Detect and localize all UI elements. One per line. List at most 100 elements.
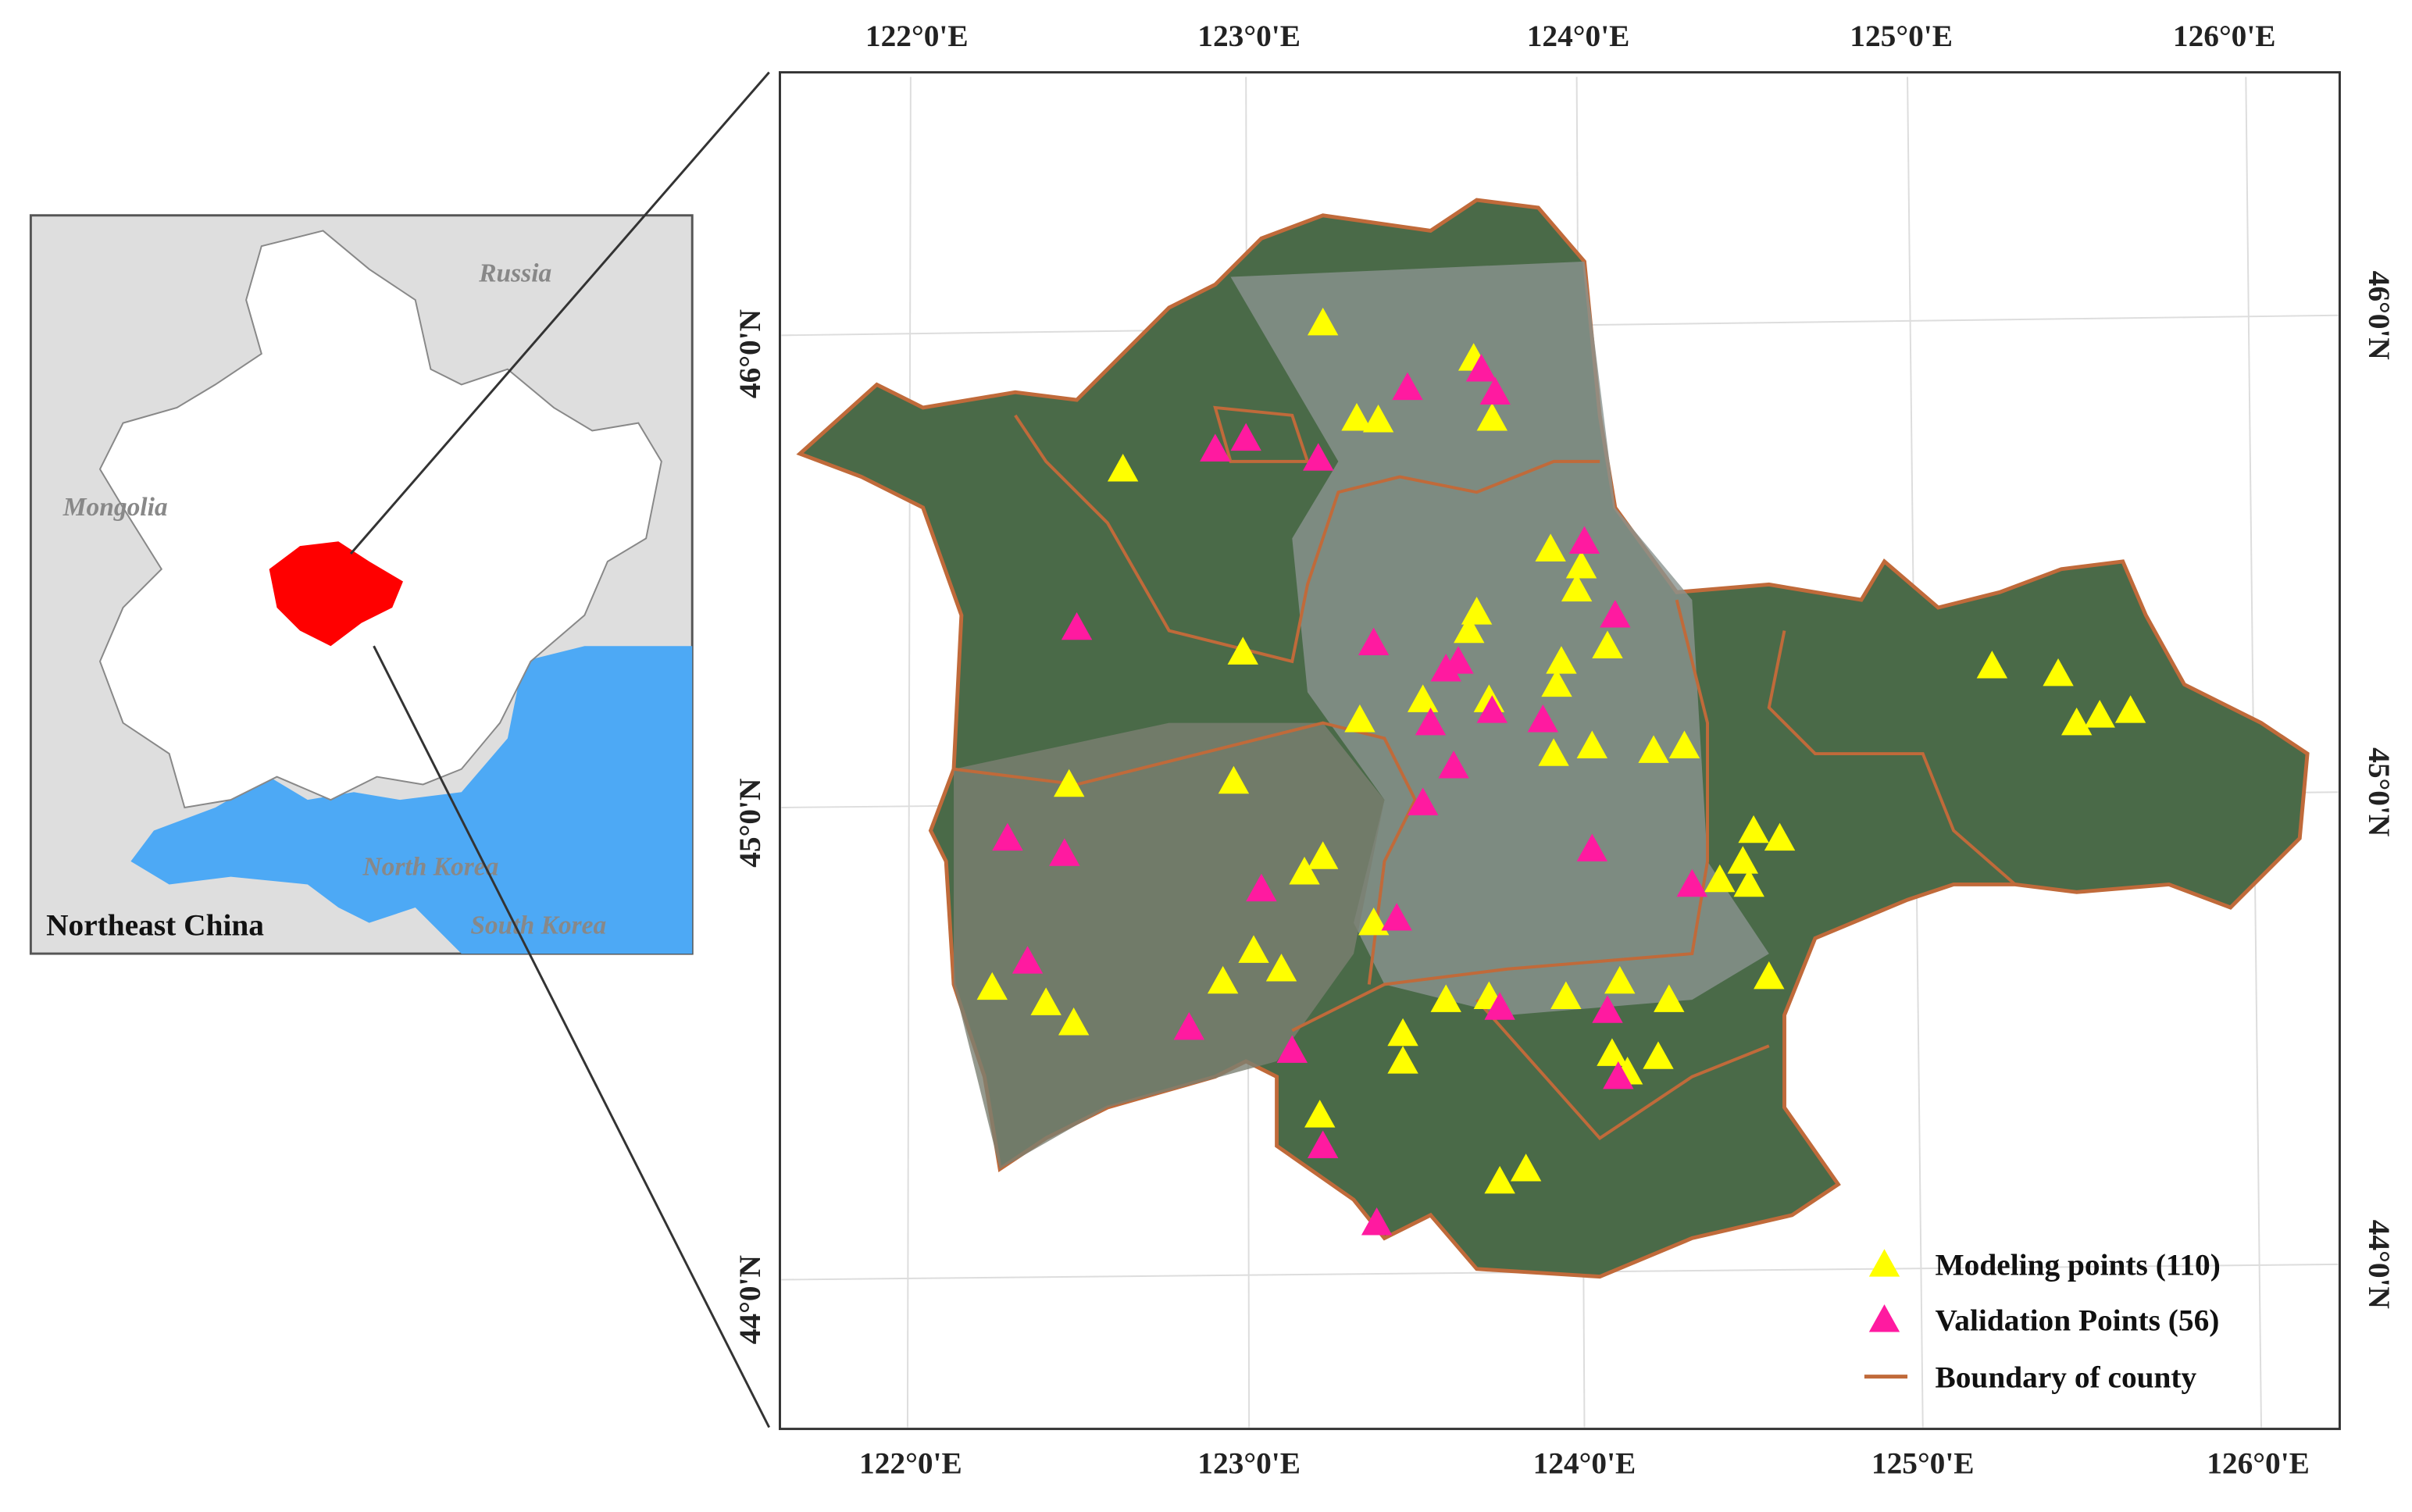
sample-point — [1565, 551, 1597, 579]
legend-label: Boundary of county — [1935, 1360, 2196, 1394]
sample-point — [1230, 423, 1261, 451]
sample-point — [1344, 704, 1375, 733]
lat-label: 44°0'N — [733, 1255, 767, 1344]
sample-point — [1465, 354, 1497, 382]
sample-point — [1654, 984, 1685, 1012]
sea — [130, 646, 693, 954]
sample-point — [1387, 1046, 1418, 1074]
lat-label: 44°0'N — [2362, 1220, 2396, 1309]
sample-point — [1303, 443, 1334, 471]
sample-point — [1576, 833, 1608, 861]
sample-point — [1430, 984, 1461, 1012]
legend-symbol — [1868, 1249, 1900, 1277]
sample-point — [1676, 868, 1708, 897]
sample-point — [1603, 1061, 1634, 1089]
sample-point — [1550, 981, 1582, 1009]
sample-point — [1476, 403, 1508, 431]
sample-point — [1381, 903, 1412, 931]
sample-point — [1454, 615, 1485, 644]
sample-point — [1541, 669, 1572, 697]
zoom-line — [349, 71, 770, 555]
inset-title: Northeast China — [46, 908, 264, 942]
sample-point — [1387, 1018, 1418, 1047]
sample-point — [1307, 841, 1339, 869]
sample-points — [976, 307, 2146, 1236]
sample-point — [1107, 454, 1139, 482]
sample-point — [1576, 730, 1608, 758]
sample-point — [1307, 307, 1339, 336]
sample-point — [1643, 1041, 1674, 1069]
lon-label: 123°0'E — [1197, 19, 1301, 53]
lon-label: 124°0'E — [1527, 19, 1630, 53]
sample-point — [1415, 707, 1447, 736]
sample-point — [1568, 526, 1600, 555]
sample-point — [1561, 573, 1593, 602]
sample-point — [1484, 992, 1515, 1020]
sample-point — [1438, 751, 1469, 779]
study-area-inset — [269, 541, 403, 647]
sample-point — [1407, 787, 1439, 815]
inset-map: Russia Mongolia North Korea South Korea … — [29, 214, 694, 955]
sample-point — [1510, 1154, 1542, 1182]
sample-point — [1173, 1011, 1205, 1040]
lon-label: 122°0'E — [859, 1446, 962, 1481]
sample-point — [1754, 961, 1785, 990]
lat-label: 46°0'N — [733, 309, 767, 398]
sample-point — [1535, 533, 1566, 562]
sample-point — [1218, 765, 1250, 794]
sample-point — [1976, 651, 2008, 679]
lat-label: 45°0'N — [2362, 747, 2396, 836]
lon-label: 126°0'E — [2207, 1446, 2310, 1481]
graticule-line — [906, 77, 912, 1428]
sample-point — [1592, 630, 1623, 658]
legend-symbol — [1868, 1304, 1900, 1332]
sample-point — [1362, 404, 1394, 433]
lat-label: 46°0'N — [2362, 271, 2396, 360]
lon-label: 125°0'E — [1871, 1446, 1975, 1481]
sample-point — [1207, 965, 1239, 994]
legend-label: Modeling points (110) — [1935, 1248, 2220, 1282]
sample-point — [1604, 965, 1636, 994]
sample-point — [1200, 433, 1231, 462]
sample-point — [1527, 704, 1558, 733]
sample-point — [1276, 1035, 1308, 1063]
sample-point — [1061, 612, 1093, 640]
lon-label: 123°0'E — [1197, 1446, 1301, 1481]
lon-label: 125°0'E — [1850, 19, 1953, 53]
lon-label: 124°0'E — [1533, 1446, 1636, 1481]
lat-label: 45°0'N — [733, 779, 767, 868]
sample-point — [1430, 654, 1461, 682]
sample-point — [976, 972, 1008, 1000]
country-label: South Korea — [470, 911, 606, 940]
sample-point — [1704, 864, 1736, 893]
sample-point — [1668, 730, 1700, 758]
bright-region — [1230, 261, 1769, 1015]
sample-point — [2114, 695, 2146, 723]
sample-point — [1358, 907, 1390, 936]
sample-point — [1592, 995, 1623, 1023]
sample-point — [1407, 684, 1439, 712]
sample-point — [1392, 372, 1423, 401]
sample-point — [1538, 738, 1569, 766]
bright-region — [954, 722, 1385, 1169]
sample-point — [1246, 873, 1277, 902]
sample-point — [1265, 954, 1297, 982]
legend-label: Validation Points (56) — [1935, 1303, 2219, 1338]
sample-point — [1058, 1007, 1090, 1036]
country-label: Russia — [478, 259, 551, 287]
sample-point — [1484, 1165, 1515, 1194]
sample-point — [1738, 815, 1769, 843]
sample-point — [1307, 1130, 1339, 1158]
county-boundaries — [953, 405, 2017, 1140]
sample-point — [1358, 627, 1390, 656]
sample-point — [1054, 768, 1085, 797]
sample-point — [1597, 1038, 1628, 1066]
sample-point — [1638, 735, 1669, 763]
sample-point — [1727, 846, 1759, 874]
lon-label: 126°0'E — [2173, 19, 2276, 53]
legend: Modeling points (110) Validation Points … — [1864, 1248, 2221, 1394]
sample-point — [1341, 403, 1372, 431]
country-label: North Korea — [362, 853, 498, 882]
sample-point — [1764, 822, 1796, 851]
